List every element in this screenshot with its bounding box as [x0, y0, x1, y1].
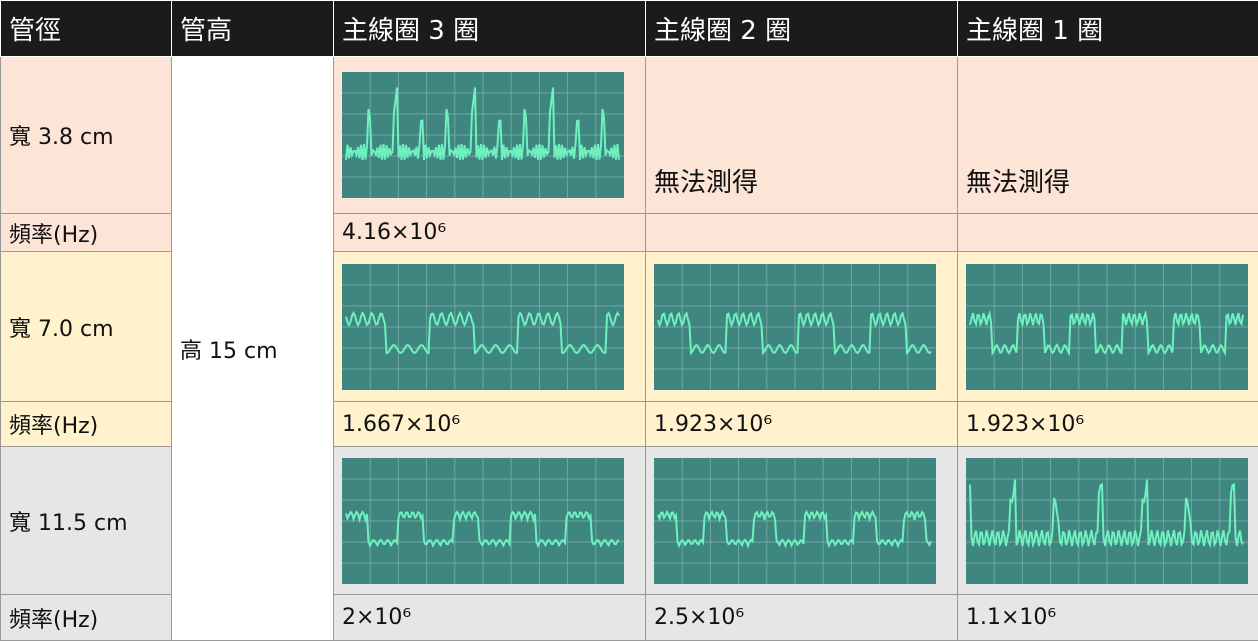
- freq: 2×10⁶: [334, 595, 646, 641]
- oscilloscope-image: [342, 264, 624, 390]
- scope-graphic: [654, 458, 936, 584]
- width-label: 寬 7.0 cm: [1, 252, 172, 402]
- scope-graphic: [342, 72, 624, 198]
- freq: 1.667×10⁶: [334, 402, 646, 447]
- header-row: 管徑 管高 主線圈 3 圈 主線圈 2 圈 主線圈 1 圈: [1, 1, 1258, 57]
- freq: 2.5×10⁶: [646, 595, 958, 641]
- freq: 1.1×10⁶: [958, 595, 1258, 641]
- cell: 無法測得: [646, 57, 958, 214]
- scope-graphic: [654, 264, 936, 390]
- width-label: 寬 3.8 cm: [1, 57, 172, 214]
- row: 寬 3.8 cm 高 15 cm 無法測得 無法測得: [1, 57, 1258, 214]
- header-cell: 管高: [172, 1, 334, 57]
- oscilloscope-image: [654, 458, 936, 584]
- header-cell: 主線圈 3 圈: [334, 1, 646, 57]
- image-cell: [334, 252, 646, 402]
- oscilloscope-image: [654, 264, 936, 390]
- scope-graphic: [966, 458, 1248, 584]
- freq: 4.16×10⁶: [334, 214, 646, 252]
- oscilloscope-image: [966, 264, 1248, 390]
- header-cell: 主線圈 2 圈: [646, 1, 958, 57]
- scope-graphic: [342, 264, 624, 390]
- freq: 1.923×10⁶: [646, 402, 958, 447]
- width-label: 寬 11.5 cm: [1, 447, 172, 595]
- image-cell: [334, 447, 646, 595]
- freq: 1.923×10⁶: [958, 402, 1258, 447]
- oscilloscope-image: [342, 72, 624, 198]
- freq-label: 頻率(Hz): [1, 402, 172, 447]
- header-cell: 管徑: [1, 1, 172, 57]
- image-cell: [646, 447, 958, 595]
- oscilloscope-image: [966, 458, 1248, 584]
- image-cell: [958, 252, 1258, 402]
- oscilloscope-image: [342, 458, 624, 584]
- scope-graphic: [966, 264, 1248, 390]
- freq: [646, 214, 958, 252]
- image-cell: [646, 252, 958, 402]
- scope-graphic: [342, 458, 624, 584]
- image-cell: [958, 447, 1258, 595]
- cell: 無法測得: [958, 57, 1258, 214]
- freq-label: 頻率(Hz): [1, 595, 172, 641]
- height-label: 高 15 cm: [172, 57, 334, 641]
- freq: [958, 214, 1258, 252]
- freq-label: 頻率(Hz): [1, 214, 172, 252]
- header-cell: 主線圈 1 圈: [958, 1, 1258, 57]
- image-cell: [334, 57, 646, 214]
